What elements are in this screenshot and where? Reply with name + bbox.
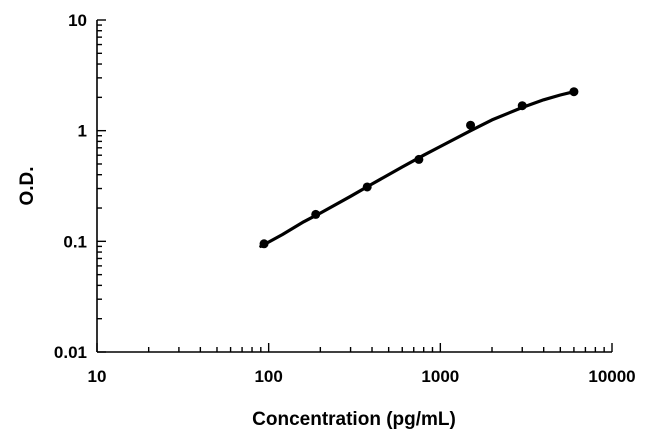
axis-ticks xyxy=(96,19,613,353)
y-tick-labels: 10 1 0.1 0.01 xyxy=(54,11,87,362)
y-tick-label: 1 xyxy=(78,122,87,141)
data-point xyxy=(414,154,424,164)
y-tick-label: 0.1 xyxy=(63,232,87,251)
fit-curve xyxy=(259,90,576,248)
x-tick-label: 1000 xyxy=(421,367,459,386)
data-point xyxy=(259,239,269,249)
y-tick-label: 10 xyxy=(68,11,87,30)
data-point xyxy=(466,120,476,130)
x-tick-label: 10 xyxy=(88,367,107,386)
data-points xyxy=(259,87,579,249)
x-tick-labels: 10 100 1000 10000 xyxy=(88,367,636,386)
data-point xyxy=(569,87,579,97)
fit-curve-line xyxy=(259,90,576,248)
y-axis-title: O.D. xyxy=(17,166,38,205)
data-point xyxy=(517,101,527,111)
y-tick-label: 0.01 xyxy=(54,343,87,362)
x-tick-label: 100 xyxy=(254,367,282,386)
data-point xyxy=(362,182,372,192)
x-tick-label: 10000 xyxy=(588,367,635,386)
x-axis-title: Concentration (pg/mL) xyxy=(252,409,456,430)
data-point xyxy=(311,209,321,219)
